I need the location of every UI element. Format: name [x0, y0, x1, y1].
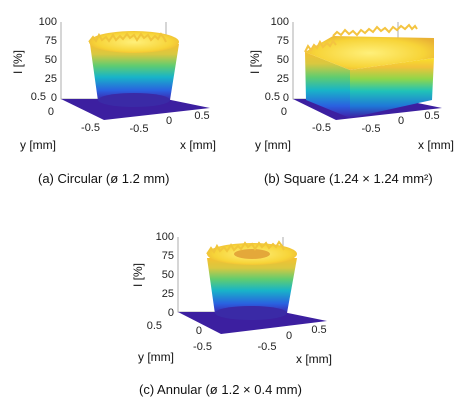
z-tick-50-b: 50: [277, 54, 289, 66]
panel-a: 100 75 50 25 0 I [%] 0.5 0 -0.5 y [mm] -…: [11, 16, 216, 186]
x-tick-0.5-b: 0.5: [424, 110, 439, 122]
x-tick-neg0.5-b: -0.5: [362, 123, 381, 135]
z-tick-25-a: 25: [45, 73, 57, 85]
y-tick-0.5-b: 0.5: [265, 91, 280, 103]
surface-base-a: [98, 93, 170, 107]
y-axis-label-c: y [mm]: [138, 350, 174, 364]
z-tick-25-c: 25: [162, 288, 174, 300]
z-tick-0-c: 0: [168, 307, 174, 319]
y-tick-neg0.5-b: -0.5: [312, 122, 331, 134]
y-axis-label-b: y [mm]: [255, 138, 291, 152]
surface-side-c: [207, 258, 297, 314]
z-tick-75-b: 75: [277, 35, 289, 47]
y-tick-neg0.5-a: -0.5: [81, 122, 100, 134]
x-tick-0.5-a: 0.5: [194, 110, 209, 122]
z-tick-50-a: 50: [45, 54, 57, 66]
surface-inner-dip-c: [234, 249, 270, 259]
surface-base-c: [215, 306, 287, 320]
y-tick-0-b: 0: [281, 106, 287, 118]
y-axis-label-a: y [mm]: [20, 138, 56, 152]
x-tick-0-c: 0: [286, 330, 292, 342]
surface-left-face-b: [305, 52, 350, 118]
floor-plane-a: [61, 99, 210, 120]
surface-rim-noise-c: [206, 240, 285, 255]
surface-edge-noise-b: [304, 23, 418, 53]
x-tick-0-b: 0: [398, 115, 404, 127]
z-tick-0-b: 0: [283, 92, 289, 104]
x-tick-0.5-c: 0.5: [311, 324, 326, 336]
x-axis-label-c: x [mm]: [296, 352, 332, 366]
z-tick-25-b: 25: [277, 73, 289, 85]
z-tick-100-a: 100: [39, 16, 57, 28]
panel-b: 100 75 50 25 0 I [%] 0.5 0 -0.5 y [mm] -…: [248, 16, 454, 186]
panel-c: 100 75 50 25 0 I [%] 0.5 0 -0.5 y [mm] -…: [131, 231, 332, 397]
x-tick-neg0.5-a: -0.5: [130, 123, 149, 135]
surface-right-face-b: [350, 58, 434, 118]
z-tick-50-c: 50: [162, 269, 174, 281]
y-tick-0-c: 0: [196, 325, 202, 337]
y-tick-0-a: 0: [48, 106, 54, 118]
y-tick-0.5-a: 0.5: [31, 91, 46, 103]
z-tick-100-b: 100: [271, 16, 289, 28]
z-axis-label-c: I [%]: [131, 263, 145, 287]
z-tick-75-c: 75: [162, 250, 174, 262]
y-tick-neg0.5-c: -0.5: [193, 341, 212, 353]
surface-side-a: [90, 44, 179, 101]
x-axis-label-a: x [mm]: [180, 138, 216, 152]
x-tick-0-a: 0: [166, 115, 172, 127]
floor-plane-c: [178, 312, 327, 334]
caption-a: (a) Circular (ø 1.2 mm): [38, 171, 169, 186]
caption-c: (c) Annular (ø 1.2 × 0.4 mm): [139, 382, 302, 397]
z-axis-label-b: I [%]: [248, 50, 262, 74]
x-tick-neg0.5-c: -0.5: [258, 341, 277, 353]
y-tick-0.5-c: 0.5: [147, 320, 162, 332]
z-axis-label-a: I [%]: [11, 50, 25, 74]
z-tick-100-c: 100: [156, 231, 174, 243]
surface-top-b: [305, 36, 434, 70]
x-axis-label-b: x [mm]: [418, 138, 454, 152]
caption-b: (b) Square (1.24 × 1.24 mm²): [264, 171, 433, 186]
z-tick-0-a: 0: [51, 92, 57, 104]
z-tick-75-a: 75: [45, 35, 57, 47]
surface-rim-noise-a: [88, 32, 167, 43]
